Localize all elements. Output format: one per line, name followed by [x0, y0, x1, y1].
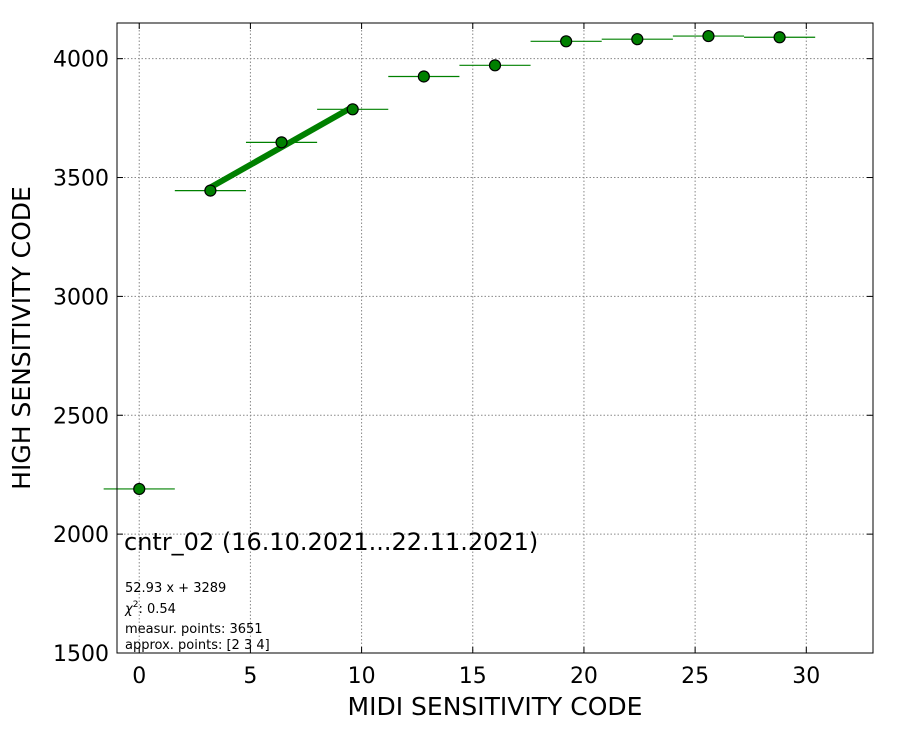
data-points — [133, 29, 786, 496]
annotation-approx-points: approx. points: [2 3 4] — [125, 638, 270, 653]
y-tick-label: 1500 — [53, 642, 109, 667]
y-tick-label: 2000 — [53, 523, 109, 548]
data-point — [488, 59, 502, 72]
x-axis-label: MIDI SENSITIVITY CODE — [348, 692, 643, 721]
data-point — [702, 29, 715, 43]
grid — [117, 23, 873, 653]
data-point — [133, 482, 146, 496]
y-tick-label: 3000 — [53, 285, 109, 310]
annotation-title: cntr_02 (16.10.2021...22.11.2021) — [124, 528, 538, 556]
y-tick-label: 4000 — [53, 48, 109, 73]
axis-ticks: 0 5 10 15 20 25 30 1500 2000 2500 3000 3500 4000 — [53, 23, 873, 689]
chi2-value: : 0.54 — [138, 602, 175, 617]
y-tick-label: 2500 — [53, 404, 109, 429]
x-tick-label: 15 — [459, 664, 487, 689]
data-point — [417, 70, 430, 83]
annotation-chi2: χ2: 0.54 — [124, 600, 176, 617]
data-point — [346, 103, 359, 116]
x-tick-label: 25 — [681, 664, 709, 689]
data-point — [275, 136, 288, 149]
data-point — [631, 33, 644, 46]
chi2-exponent: 2 — [133, 600, 139, 610]
data-point — [560, 35, 573, 48]
x-tick-label: 5 — [243, 664, 257, 689]
annotation-measur-points: measur. points: 3651 — [125, 622, 263, 637]
x-tick-label: 20 — [570, 664, 598, 689]
chi2-symbol: χ — [124, 602, 134, 617]
error-bars — [103, 35, 816, 490]
data-point — [204, 184, 217, 197]
y-axis-label: HIGH SENSITIVITY CODE — [7, 186, 36, 490]
x-tick-label: 0 — [132, 664, 146, 689]
y-tick-label: 3500 — [53, 167, 109, 192]
x-tick-label: 10 — [348, 664, 376, 689]
x-tick-label: 30 — [792, 664, 820, 689]
plot-frame — [116, 22, 874, 654]
annotation-equation: 52.93 x + 3289 — [125, 581, 226, 596]
data-point — [773, 31, 786, 44]
